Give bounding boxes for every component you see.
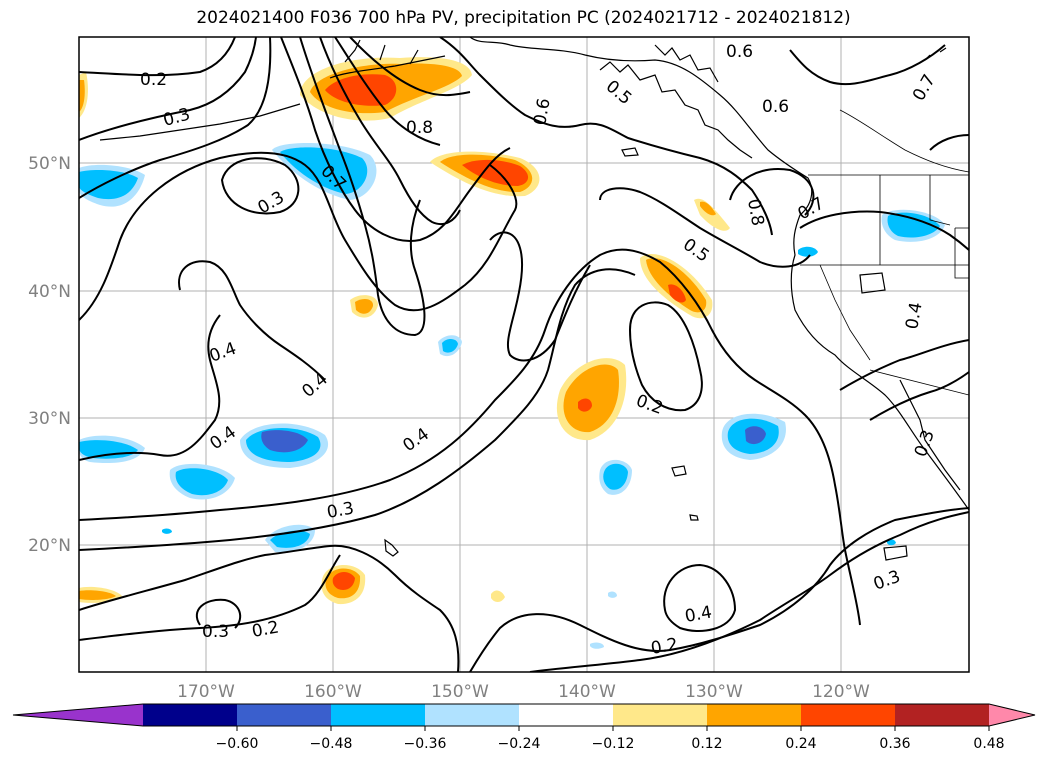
precip-positive-blob [355,298,374,314]
contour-label: 0.4 [902,301,926,331]
contour-label: 0.3 [325,499,355,523]
precip-positive-blob [79,80,85,112]
lon-label: 150°W [431,682,489,702]
contour-label: 0.2 [649,635,679,659]
contour-label: 0.3 [871,567,903,595]
contour-label: 0.5 [602,77,636,110]
colorbar-segment [237,704,332,726]
lon-label: 170°W [177,682,235,702]
contour-label: 0.2 [140,70,167,90]
colorbar-tick-label: −0.36 [404,736,447,752]
lon-label: 140°W [558,682,616,702]
contour-label: 0.3 [202,622,229,642]
gridlines [79,37,969,672]
map-area: 0.2 0.3 0.3 0.7 0.8 0.6 0.5 0.6 0.6 0.7 … [79,37,969,672]
colorbar-extend-low [13,704,143,726]
colorbar-tick-label: 0.24 [785,736,816,752]
contour-labels: 0.2 0.3 0.3 0.7 0.8 0.6 0.5 0.6 0.6 0.7 … [140,42,940,659]
precip-negative-blob [798,246,818,257]
contour-label: 0.8 [406,118,433,138]
precip-positive-blob [325,74,397,106]
precip-positive-blob [578,398,592,412]
colorbar-segment [425,704,520,726]
colorbar: −0.60 −0.48 −0.36 −0.24 −0.12 0.12 0.24 0.36 0.4… [12,703,1036,752]
contour-label: 0.5 [679,235,713,267]
borders [800,109,969,396]
contour-label: 0.4 [683,603,713,627]
precip-positive-blob [332,572,355,590]
contour-label: 0.3 [161,105,192,131]
colorbar-segment [613,704,708,726]
precip-positive-blob [668,284,686,303]
colorbar-tick-label: 0.12 [691,736,722,752]
contour-label: 0.7 [909,71,940,104]
contour-label: 0.4 [206,422,240,454]
precip-negative-blob [280,147,368,194]
precip-positive-blob [491,590,505,602]
lat-label: 30°N [28,409,71,429]
colorbar-segment [801,704,896,726]
precip-negative-blob [887,212,940,238]
precip-positive-blob [79,590,116,600]
precip-positive-blob [700,201,716,216]
contour-label: 0.7 [795,193,828,224]
contour-label: 0.4 [207,339,239,367]
lat-label: 20°N [28,536,71,556]
colorbar-tick-label: −0.60 [216,736,259,752]
contour-label: 0.2 [633,391,665,419]
precip-negative-blob [603,463,628,490]
colorbar-extend-high [989,704,1035,726]
colorbar-segment [519,704,614,726]
precip-negative-blob [79,170,138,200]
lat-label: 50°N [28,154,71,174]
colorbar-segment [143,704,238,726]
precip-positive-blob [462,159,529,186]
precip-negative-blob [175,468,228,496]
pv-contours [79,37,969,672]
coastlines [99,37,969,561]
map-frame [78,36,970,673]
precip-negative-blob [590,642,604,649]
precip-positive-blob [563,364,619,433]
colorbar-tick-label: −0.48 [310,736,353,752]
contour-label: 0.6 [726,42,753,62]
precip-negative-blob [887,539,896,546]
precip-negative-blob [442,338,458,353]
colorbar-tick-label: −0.12 [592,736,635,752]
lon-label: 160°W [304,682,362,702]
precip-negative-blob [162,528,172,534]
colorbar-tick-label: 0.48 [973,736,1004,752]
contour-label: 0.2 [250,618,280,642]
colorbar-tick-label: −0.24 [498,736,541,752]
contour-label: 0.6 [762,97,789,117]
lon-label: 120°W [812,682,870,702]
precip-shading [79,57,945,649]
contour-label: 0.8 [743,197,767,227]
colorbar-outline [12,703,1036,727]
colorbar-segment [895,704,990,726]
contour-label: 0.4 [298,369,332,402]
contour-label: 0.6 [530,97,554,127]
lon-label: 130°W [685,682,743,702]
colorbar-tick-label: 0.36 [879,736,910,752]
lat-labels: 50°N 40°N 30°N 20°N [28,154,71,556]
map-title: 2024021400 F036 700 hPa PV, precipitatio… [196,8,851,28]
colorbar-segment [707,704,802,726]
precip-negative-blob [745,426,766,445]
precip-positive-blob [646,258,707,313]
lon-labels: 170°W 160°W 150°W 140°W 130°W 120°W [177,682,870,702]
contour-label: 0.4 [399,424,433,456]
colorbar-segment [331,704,426,726]
precip-negative-blob [261,430,308,453]
lat-label: 40°N [28,282,71,302]
precip-negative-blob [608,591,617,598]
